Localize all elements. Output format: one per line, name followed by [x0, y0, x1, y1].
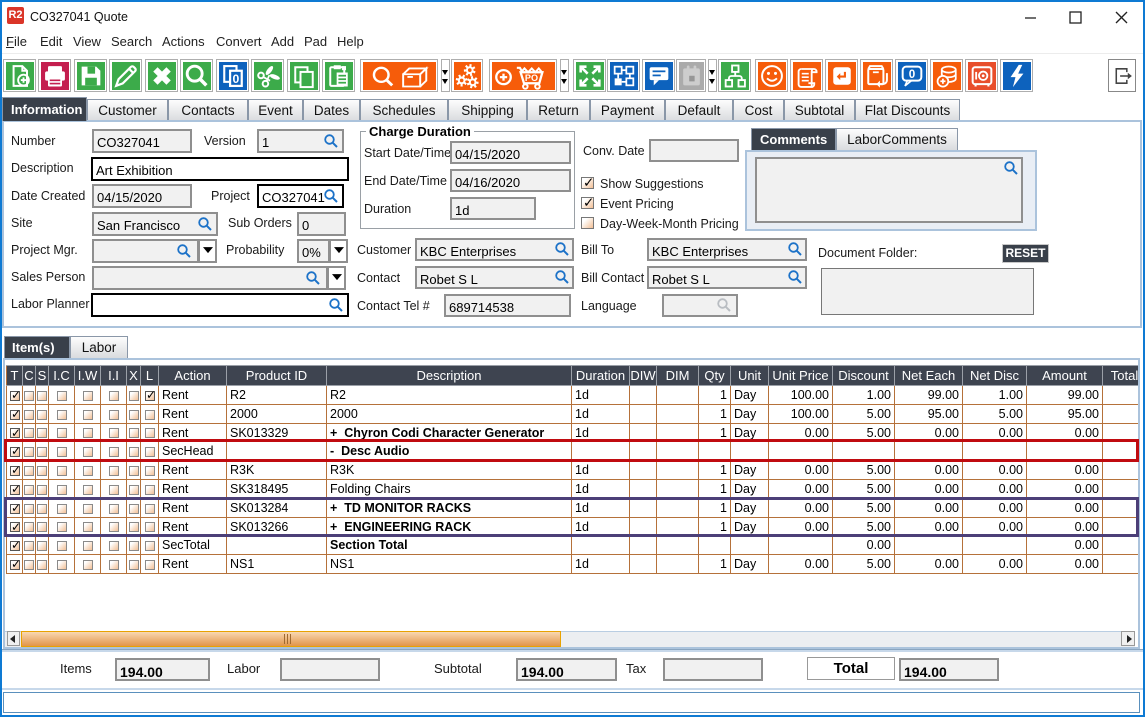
svg-text:0: 0	[232, 71, 239, 85]
svg-text:0: 0	[908, 68, 914, 81]
svg-text:PO: PO	[524, 73, 537, 83]
